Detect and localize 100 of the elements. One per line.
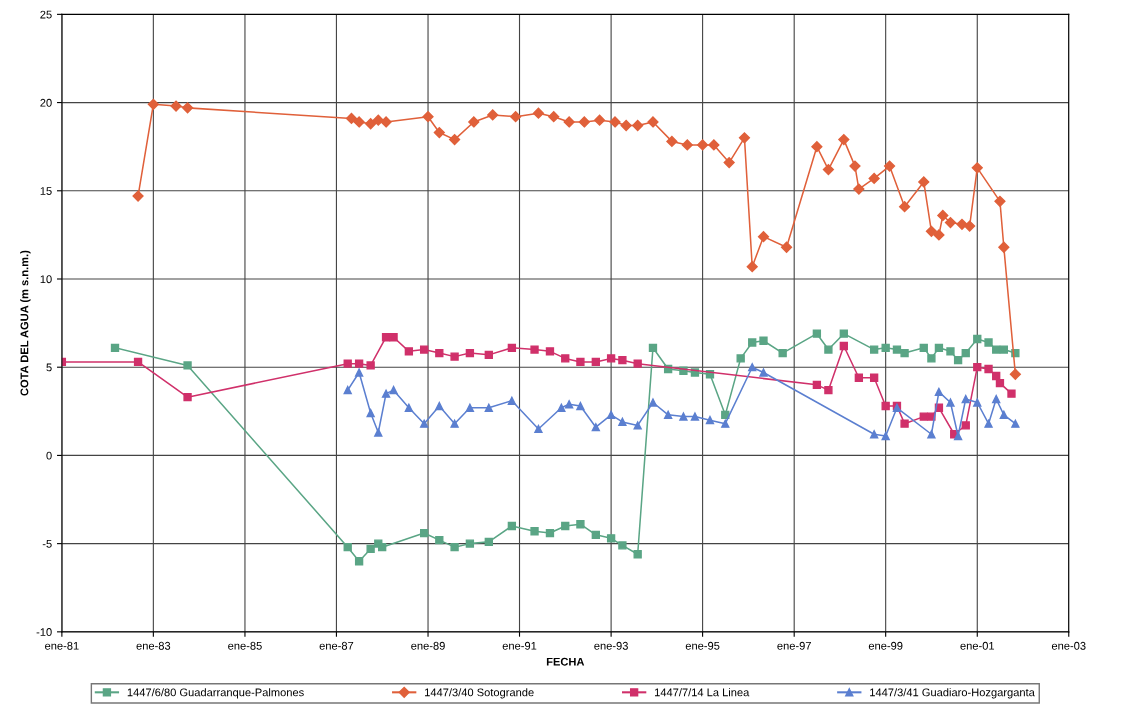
- point: [606, 354, 616, 363]
- point: [563, 116, 575, 128]
- point: [450, 352, 459, 361]
- point: [973, 398, 982, 407]
- point: [354, 368, 364, 377]
- point: [944, 216, 957, 229]
- point: [534, 424, 543, 434]
- point: [507, 521, 517, 531]
- point: [961, 348, 970, 358]
- legend-label: 1447/3/40 Sotogrande: [425, 688, 534, 699]
- point: [681, 139, 693, 151]
- point: [919, 412, 928, 421]
- point: [748, 338, 757, 347]
- point: [433, 126, 445, 139]
- point: [736, 354, 745, 363]
- point: [576, 520, 585, 529]
- x-tick-label: ene-83: [136, 641, 171, 650]
- point: [973, 334, 982, 344]
- point: [366, 361, 375, 370]
- point: [708, 139, 720, 151]
- point: [618, 417, 627, 427]
- point: [110, 343, 120, 352]
- point: [994, 195, 1006, 207]
- y-axis-title: COTA DEL AGUA (m s.n.m.): [20, 250, 31, 396]
- point: [183, 361, 192, 370]
- point: [132, 190, 144, 202]
- point: [530, 345, 539, 354]
- point: [933, 229, 945, 241]
- point: [900, 348, 909, 358]
- y-tick-label: 0: [46, 451, 52, 460]
- x-tick-label: ene-89: [411, 641, 445, 650]
- point: [181, 102, 194, 114]
- point: [984, 419, 993, 428]
- x-tick-label: ene-97: [777, 641, 811, 650]
- point: [992, 394, 1001, 404]
- point: [530, 527, 539, 536]
- point: [900, 419, 909, 428]
- point: [705, 415, 715, 425]
- point: [892, 345, 902, 354]
- point: [648, 343, 658, 352]
- point: [419, 345, 429, 354]
- point: [663, 410, 673, 420]
- point: [838, 134, 850, 146]
- point: [918, 176, 930, 188]
- y-tick-label: -5: [42, 540, 52, 548]
- point: [366, 544, 375, 554]
- y-tick-label: -10: [36, 628, 52, 636]
- point: [578, 116, 590, 128]
- y-tick-label: 10: [40, 275, 52, 284]
- point: [964, 220, 976, 232]
- point: [591, 530, 600, 539]
- point: [961, 394, 970, 404]
- point: [925, 225, 938, 237]
- legend-label: 1447/6/80 Guadarranque-Palmones: [127, 688, 304, 699]
- point: [690, 412, 700, 421]
- point: [366, 408, 375, 418]
- point: [133, 357, 143, 367]
- point: [961, 421, 970, 430]
- point: [1009, 368, 1021, 380]
- legend-label: 1447/3/41 Guadiaro-Hozgarganta: [870, 688, 1035, 699]
- point: [953, 355, 963, 365]
- point: [849, 160, 861, 172]
- point: [854, 373, 864, 382]
- point: [576, 401, 585, 411]
- point: [696, 139, 709, 151]
- point: [759, 336, 768, 345]
- point: [343, 359, 352, 368]
- y-tick-label: 5: [46, 363, 52, 372]
- point: [992, 345, 1001, 354]
- point: [381, 389, 391, 398]
- point: [450, 419, 459, 428]
- point: [343, 542, 352, 552]
- point: [984, 338, 993, 347]
- point: [561, 354, 570, 363]
- point: [484, 403, 493, 412]
- point: [591, 423, 600, 432]
- point: [484, 350, 493, 360]
- point: [999, 410, 1009, 420]
- point: [345, 112, 358, 125]
- point: [812, 380, 822, 390]
- point: [934, 387, 944, 397]
- point: [738, 132, 751, 144]
- point: [450, 542, 459, 552]
- x-tick-label: ene-95: [685, 641, 720, 650]
- point: [507, 343, 517, 352]
- point: [956, 218, 968, 230]
- point: [365, 118, 377, 130]
- point: [633, 550, 642, 559]
- point: [946, 347, 955, 356]
- point: [633, 421, 642, 430]
- point: [648, 398, 658, 407]
- point: [839, 341, 848, 351]
- point: [853, 183, 865, 195]
- point: [404, 347, 414, 356]
- point: [937, 209, 949, 222]
- point: [484, 537, 493, 547]
- point: [998, 241, 1010, 253]
- point: [824, 345, 833, 354]
- point: [170, 100, 182, 112]
- point: [487, 109, 499, 121]
